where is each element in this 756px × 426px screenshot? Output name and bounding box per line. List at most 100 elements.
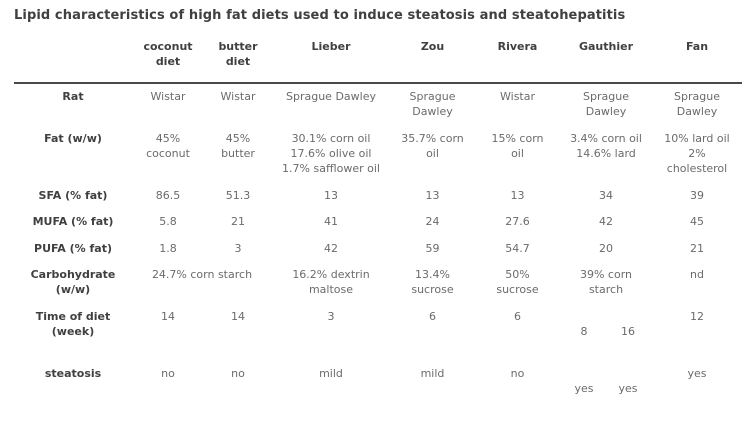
header-rivera: Rivera — [475, 36, 560, 84]
header-gauthier: Gauthier — [560, 36, 652, 84]
row-label-sfa: SFA (% fat) — [38, 188, 108, 202]
cell-steatosis-lieber: mild — [319, 366, 343, 380]
row-label-fat: Fat (w/w) — [44, 131, 102, 145]
cell-pufa-fan: 21 — [690, 241, 704, 255]
cell-inflammation-rivera: no — [475, 418, 560, 426]
cell-mufa-lieber: 41 — [324, 215, 338, 229]
cell-time-gauthier-1: 8 — [580, 325, 588, 339]
row-label-pufa: PUFA (% fat) — [34, 241, 112, 255]
cell-fat-lieber: 30.1% corn oil 17.6% olive oil 1.7% saff… — [282, 131, 380, 176]
cell-steatosis-rivera: no — [510, 366, 525, 380]
cell-time-lieber: 3 — [327, 309, 335, 323]
cell-mufa-fan: 45 — [690, 215, 704, 229]
cell-steatosis-gauthier-2: yes — [618, 382, 638, 396]
cell-rat-gauthier: Sprague Dawley — [583, 89, 629, 119]
diet-characteristics-table: coconut diet butter diet Lieber Zou Rive… — [14, 36, 742, 426]
cell-rat-zou: Sprague Dawley — [409, 89, 456, 119]
cell-carbohydrate-coconut-butter: 24.7% corn starch — [151, 267, 253, 281]
cell-pufa-zou: 59 — [425, 241, 440, 255]
cell-sfa-butter: 51.3 — [225, 188, 251, 202]
cell-mufa-butter: 21 — [231, 215, 245, 229]
row-label-time: Time of diet (week) — [35, 309, 111, 339]
cell-fat-zou: 35.7% corn oil — [401, 131, 464, 160]
cell-time-fan: 12 — [690, 309, 704, 323]
cell-mufa-rivera: 27.6 — [505, 215, 530, 229]
table-row-fat: Fat (w/w) 45% coconut 45% butter 30.1% c… — [14, 126, 742, 183]
header-coconut-diet: coconut diet — [132, 36, 204, 84]
table-body: Rat Wistar Wistar Sprague Dawley Sprague… — [14, 83, 742, 426]
header-empty — [14, 36, 132, 84]
cell-time-butter: 14 — [231, 309, 245, 323]
cell-fat-gauthier: 3.4% corn oil 14.6% lard — [570, 131, 642, 160]
cell-time-zou: 6 — [429, 309, 436, 323]
cell-pufa-butter: 3 — [234, 241, 242, 255]
cell-rat-butter: Wistar — [220, 89, 256, 103]
table-row-sfa: SFA (% fat) 86.5 51.3 13 13 13 34 39 — [14, 183, 742, 209]
row-label-carbohydrate: Carbohydrate (w/w) — [30, 267, 116, 297]
cell-steatosis-gauthier-1: yes — [574, 382, 594, 396]
table-row-time: Time of diet (week) 14 14 3 6 6 8 16 12 — [14, 304, 742, 361]
cell-steatosis-zou: mild — [420, 366, 445, 380]
header-zou: Zou — [390, 36, 475, 84]
cell-sfa-zou: 13 — [425, 188, 440, 202]
cell-pufa-lieber: 42 — [324, 241, 338, 255]
cell-pufa-coconut: 1.8 — [159, 241, 177, 255]
header-butter-diet: butter diet — [204, 36, 272, 84]
cell-carbohydrate-zou: 13.4% sucrose — [411, 267, 454, 297]
cell-carbohydrate-rivera: 50% sucrose — [496, 267, 539, 297]
row-label-mufa: MUFA (% fat) — [32, 215, 114, 229]
cell-fat-fan: 10% lard oil 2% cholesterol — [664, 131, 730, 176]
cell-inflammation-zou: yes — [390, 418, 475, 426]
table-row-steatosis: steatosis no no mild mild no yes yes yes — [14, 361, 742, 418]
cell-fat-rivera: 15% corn oil — [491, 131, 544, 160]
cell-sfa-coconut: 86.5 — [155, 188, 181, 202]
cell-carbohydrate-lieber: 16.2% dextrin maltose — [292, 267, 370, 297]
cell-rat-coconut: Wistar — [150, 89, 186, 103]
table-row-inflammation: inflammation no no yes yes no ndnd mild — [14, 418, 742, 426]
cell-time-rivera: 6 — [514, 309, 521, 323]
split-cell: 8 16 — [562, 324, 650, 339]
split-cell: yes yes — [562, 381, 650, 396]
cell-steatosis-gauthier: yes yes — [560, 361, 652, 418]
cell-carbohydrate-gauthier: 39% corn starch — [579, 267, 633, 297]
cell-inflammation-coconut: no — [132, 418, 204, 426]
cell-inflammation-gauthier: ndnd — [560, 418, 652, 426]
cell-sfa-fan: 39 — [690, 188, 704, 202]
cell-rat-fan: Sprague Dawley — [674, 89, 720, 119]
cell-steatosis-butter: no — [231, 366, 245, 380]
cell-time-gauthier: 8 16 — [560, 304, 652, 361]
table-row-carbohydrate: Carbohydrate (w/w) 24.7% corn starch 16.… — [14, 262, 742, 304]
table-row-mufa: MUFA (% fat) 5.8 21 41 24 27.6 42 45 — [14, 209, 742, 235]
table-row-pufa: PUFA (% fat) 1.8 3 42 59 54.7 20 21 — [14, 236, 742, 262]
cell-sfa-lieber: 13 — [324, 188, 338, 202]
cell-inflammation-lieber: yes — [272, 418, 390, 426]
header-row: coconut diet butter diet Lieber Zou Rive… — [14, 36, 742, 84]
table-row-rat: Rat Wistar Wistar Sprague Dawley Sprague… — [14, 83, 742, 126]
cell-mufa-gauthier: 42 — [599, 215, 613, 229]
cell-mufa-coconut: 5.8 — [159, 215, 177, 229]
cell-inflammation-butter: no — [204, 418, 272, 426]
cell-inflammation-fan: mild — [652, 418, 742, 426]
cell-rat-lieber: Sprague Dawley — [286, 89, 376, 103]
cell-pufa-gauthier: 20 — [599, 241, 613, 255]
cell-carbohydrate-fan: nd — [690, 267, 704, 281]
header-fan: Fan — [652, 36, 742, 84]
cell-time-coconut: 14 — [161, 309, 175, 323]
header-lieber: Lieber — [272, 36, 390, 84]
table-header: coconut diet butter diet Lieber Zou Rive… — [14, 36, 742, 84]
cell-sfa-gauthier: 34 — [599, 188, 613, 202]
cell-steatosis-fan: yes — [687, 366, 707, 380]
cell-steatosis-coconut: no — [161, 366, 175, 380]
row-label-inflammation: inflammation — [14, 418, 132, 426]
row-label-rat: Rat — [62, 89, 84, 103]
cell-fat-coconut: 45% coconut — [146, 131, 190, 160]
cell-fat-butter: 45% butter — [221, 131, 255, 160]
cell-mufa-zou: 24 — [425, 215, 440, 229]
row-label-steatosis: steatosis — [44, 366, 102, 380]
cell-pufa-rivera: 54.7 — [505, 241, 530, 255]
cell-sfa-rivera: 13 — [510, 188, 525, 202]
table-title: Lipid characteristics of high fat diets … — [14, 8, 626, 23]
cell-time-gauthier-2: 16 — [621, 325, 635, 339]
cell-rat-rivera: Wistar — [500, 89, 535, 103]
